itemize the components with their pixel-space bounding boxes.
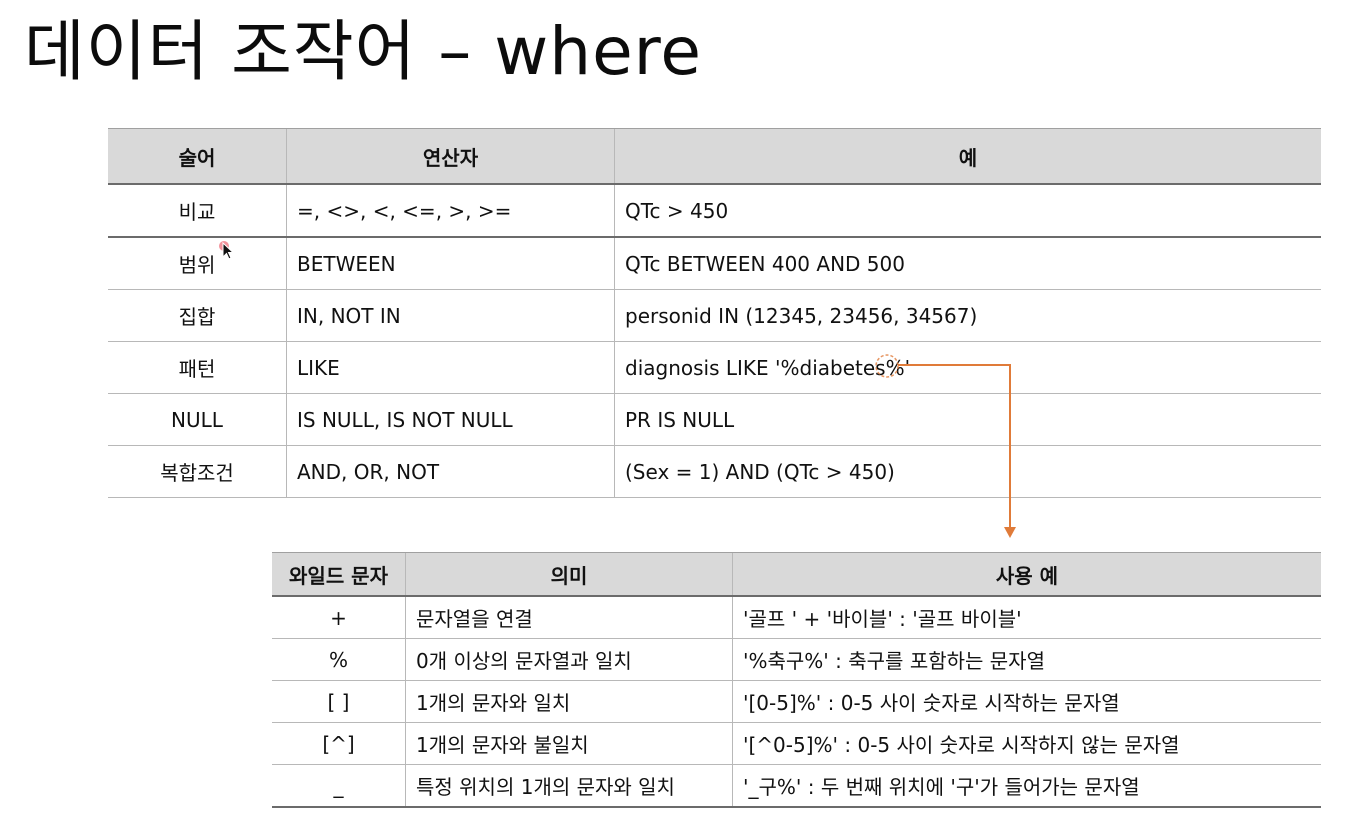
example-cell: PR IS NULL xyxy=(614,393,1321,446)
table-row: [ ] 1개의 문자와 일치 '[0-5]%' : 0-5 사이 숫자로 시작하… xyxy=(272,680,1321,723)
example-cell: QTc > 450 xyxy=(614,184,1321,238)
wildcard-table: 와일드 문자 의미 사용 예 + 문자열을 연결 '골프 ' + '바이블' :… xyxy=(272,552,1321,808)
table-row: % 0개 이상의 문자열과 일치 '%축구%' : 축구를 포함하는 문자열 xyxy=(272,638,1321,681)
meaning-cell: 0개 이상의 문자열과 일치 xyxy=(405,638,733,681)
wildcard-cell: + xyxy=(272,596,406,639)
operator-cell: IS NULL, IS NOT NULL xyxy=(286,393,615,446)
usage-cell: '골프 ' + '바이블' : '골프 바이블' xyxy=(732,596,1321,639)
header-wildcard: 와일드 문자 xyxy=(272,552,406,597)
operators-table: 술어 연산자 예 비교 =, <>, <, <=, >, >= QTc > 45… xyxy=(108,128,1321,498)
operator-cell: AND, OR, NOT xyxy=(286,445,615,498)
predicate-cell: 복합조건 xyxy=(108,445,287,498)
example-cell: personid IN (12345, 23456, 34567) xyxy=(614,289,1321,342)
header-meaning: 의미 xyxy=(405,552,733,597)
example-cell: (Sex = 1) AND (QTc > 450) xyxy=(614,445,1321,498)
predicate-cell: 집합 xyxy=(108,289,287,342)
usage-cell: '_구%' : 두 번째 위치에 '구'가 들어가는 문자열 xyxy=(732,764,1321,808)
arrow-head xyxy=(1004,527,1016,538)
table-row: 복합조건 AND, OR, NOT (Sex = 1) AND (QTc > 4… xyxy=(108,445,1321,498)
table-header-row: 와일드 문자 의미 사용 예 xyxy=(272,552,1321,597)
header-predicate: 술어 xyxy=(108,128,287,185)
table-header-row: 술어 연산자 예 xyxy=(108,128,1321,185)
predicate-cell: 패턴 xyxy=(108,341,287,394)
meaning-cell: 문자열을 연결 xyxy=(405,596,733,639)
table-row: _ 특정 위치의 1개의 문자와 일치 '_구%' : 두 번째 위치에 '구'… xyxy=(272,764,1321,808)
table-row: [^] 1개의 문자와 불일치 '[^0-5]%' : 0-5 사이 숫자로 시… xyxy=(272,722,1321,765)
example-cell: QTc BETWEEN 400 AND 500 xyxy=(614,237,1321,290)
header-example: 예 xyxy=(614,128,1321,185)
wildcard-cell: % xyxy=(272,638,406,681)
usage-cell: '%축구%' : 축구를 포함하는 문자열 xyxy=(732,638,1321,681)
table-row: 집합 IN, NOT IN personid IN (12345, 23456,… xyxy=(108,289,1321,342)
meaning-cell: 1개의 문자와 일치 xyxy=(405,680,733,723)
usage-cell: '[^0-5]%' : 0-5 사이 숫자로 시작하지 않는 문자열 xyxy=(732,722,1321,765)
wildcard-cell: [ ] xyxy=(272,680,406,723)
predicate-cell: 비교 xyxy=(108,184,287,238)
operator-cell: IN, NOT IN xyxy=(286,289,615,342)
predicate-cell: 범위 xyxy=(108,237,287,290)
header-usage: 사용 예 xyxy=(732,552,1321,597)
mouse-cursor-icon xyxy=(219,241,235,260)
example-cell: diagnosis LIKE '%diabetes%' xyxy=(614,341,1321,394)
table-row: 범위 BETWEEN QTc BETWEEN 400 AND 500 xyxy=(108,237,1321,290)
wildcard-cell: _ xyxy=(272,764,406,808)
meaning-cell: 특정 위치의 1개의 문자와 일치 xyxy=(405,764,733,808)
table-row: + 문자열을 연결 '골프 ' + '바이블' : '골프 바이블' xyxy=(272,596,1321,639)
operator-cell: LIKE xyxy=(286,341,615,394)
operator-cell: BETWEEN xyxy=(286,237,615,290)
table-row: 패턴 LIKE diagnosis LIKE '%diabetes%' xyxy=(108,341,1321,394)
table-row: 비교 =, <>, <, <=, >, >= QTc > 450 xyxy=(108,184,1321,238)
meaning-cell: 1개의 문자와 불일치 xyxy=(405,722,733,765)
wildcard-cell: [^] xyxy=(272,722,406,765)
table-row: NULL IS NULL, IS NOT NULL PR IS NULL xyxy=(108,393,1321,446)
operator-cell: =, <>, <, <=, >, >= xyxy=(286,184,615,238)
usage-cell: '[0-5]%' : 0-5 사이 숫자로 시작하는 문자열 xyxy=(732,680,1321,723)
page-title: 데이터 조작어 – where xyxy=(24,13,702,90)
header-operator: 연산자 xyxy=(286,128,615,185)
predicate-cell: NULL xyxy=(108,393,287,446)
